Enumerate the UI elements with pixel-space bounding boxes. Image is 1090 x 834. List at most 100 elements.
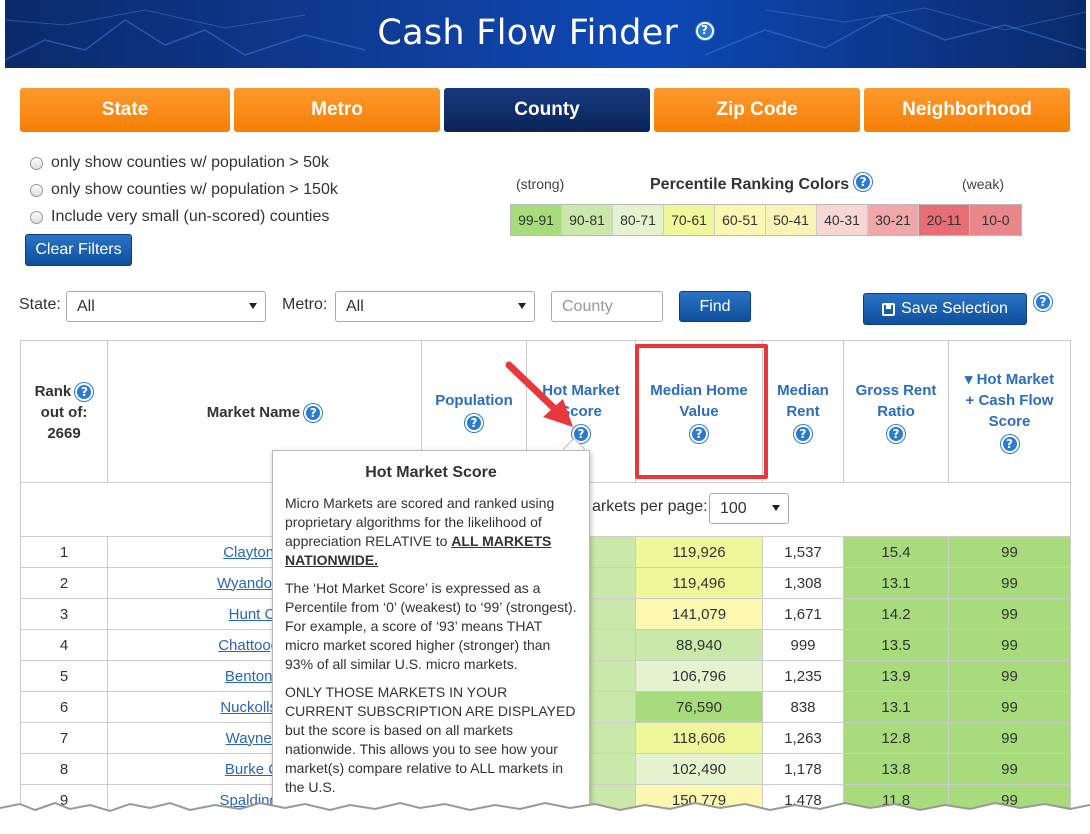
gross-rent-ratio-cell: 15.4 [843, 536, 949, 568]
clear-filters-button[interactable]: Clear Filters [25, 234, 132, 266]
header-label: Hot Market [542, 381, 620, 399]
per-page-value: 100 [720, 499, 747, 517]
popover-title: Hot Market Score [365, 464, 497, 481]
chevron-down-icon [518, 303, 526, 309]
per-page-label: arkets per page: [592, 498, 708, 515]
state-select-value: All [77, 297, 95, 315]
gross-rent-ratio-cell: 13.1 [843, 567, 949, 599]
col-gross-rent-ratio[interactable]: Gross Rent Ratio ? [843, 340, 949, 483]
col-median-home-value[interactable]: Median Home Value ? [635, 340, 763, 483]
legend-chip: 40-31 [817, 205, 868, 235]
header-label: Rank [34, 382, 72, 400]
header-label: ▾ Hot Market [964, 371, 1055, 388]
help-icon[interactable]: ? [690, 424, 708, 443]
county-search-input[interactable]: County [551, 291, 663, 322]
metro-select-value: All [346, 297, 364, 315]
cash-flow-score-cell: 99 [948, 722, 1071, 754]
legend-chip: 30-21 [868, 205, 919, 235]
cash-flow-score-cell: 99 [948, 598, 1071, 630]
header-label: Value [679, 402, 719, 420]
gross-rent-ratio-cell: 13.5 [843, 629, 949, 661]
legend-chip: 50-41 [766, 205, 817, 235]
floppy-disk-icon [882, 302, 896, 316]
popover-paragraph-2: The ‘Hot Market Score’ is expressed as a… [285, 580, 577, 672]
tab-metro[interactable]: Metro [234, 88, 440, 132]
chevron-down-icon [772, 505, 780, 511]
legend-title-text: Percentile Ranking Colors [650, 176, 850, 193]
help-icon[interactable]: ? [794, 424, 812, 443]
col-median-rent[interactable]: Median Rent ? [762, 340, 844, 483]
help-icon[interactable]: ? [854, 173, 873, 191]
per-page-select[interactable]: 100 [709, 493, 789, 524]
torn-edge-decoration [0, 801, 1090, 834]
col-hot-market-cash-flow-score[interactable]: ▾ Hot Market + Cash Flow Score ? [948, 340, 1071, 483]
chevron-down-icon [249, 303, 257, 309]
tab-state[interactable]: State [20, 88, 230, 132]
state-label: State: [19, 296, 61, 313]
header-background-graphic [5, 7, 1086, 61]
median-rent-cell: 999 [762, 629, 844, 661]
col-market-name[interactable]: Market Name ? [107, 340, 422, 483]
save-selection-button[interactable]: Save Selection [863, 293, 1027, 325]
filter-label: only show counties w/ population > 50k [51, 154, 329, 171]
metro-label: Metro: [282, 296, 328, 313]
tab-county[interactable]: County [444, 88, 650, 132]
cash-flow-score-cell: 99 [948, 660, 1071, 692]
help-icon[interactable]: ? [75, 382, 94, 401]
legend-chip: 60-51 [715, 205, 766, 235]
cash-flow-score-cell: 99 [948, 567, 1071, 599]
tab-neighborhood[interactable]: Neighborhood [864, 88, 1070, 132]
rank-cell: 2 [20, 567, 108, 599]
radio-button[interactable] [30, 183, 43, 197]
page-title: Cash Flow Finder ? [5, 13, 1086, 53]
highlight-box [635, 344, 768, 479]
percentile-color-legend: 99-91 90-81 80-71 70-61 60-51 50-41 40-31 30-21… [510, 204, 1022, 236]
find-button[interactable]: Find [679, 291, 751, 322]
filter-option-50k[interactable]: only show counties w/ population > 50k [30, 154, 329, 172]
median-home-value-cell: 118,606 [635, 722, 763, 754]
save-selection-label: Save Selection [901, 300, 1008, 317]
filter-label: Include very small (un-scored) counties [51, 208, 330, 225]
filter-option-150k[interactable]: only show counties w/ population > 150k [30, 181, 338, 199]
radio-button[interactable] [30, 210, 43, 224]
tab-zip-code[interactable]: Zip Code [654, 88, 860, 132]
gross-rent-ratio-cell: 13.9 [843, 660, 949, 692]
state-select[interactable]: All [66, 291, 266, 322]
median-rent-cell: 1,308 [762, 567, 844, 599]
gross-rent-ratio-cell: 13.8 [843, 753, 949, 785]
cash-flow-score-cell: 99 [948, 691, 1071, 723]
page-frame: Cash Flow Finder ? State Metro County Zi… [5, 0, 1086, 810]
header-label: Median Home [650, 381, 748, 399]
col-rank: Rank ? out of: 2669 [20, 340, 108, 483]
per-page-control: arkets per page: [592, 498, 708, 516]
header-label: Rent [786, 402, 820, 420]
gross-rent-ratio-cell: 14.2 [843, 598, 949, 630]
legend-weak-label: (weak) [962, 176, 1005, 192]
help-icon[interactable]: ? [887, 424, 905, 443]
median-home-value-cell: 102,490 [635, 753, 763, 785]
table-row[interactable]: 2 Wyandotte Co 119,496 1,308 13.1 99 [20, 567, 1071, 599]
filter-option-small[interactable]: Include very small (un-scored) counties [30, 208, 329, 226]
help-icon[interactable]: ? [1034, 293, 1052, 311]
help-icon[interactable]: ? [465, 414, 483, 432]
median-home-value-cell: 119,496 [635, 567, 763, 599]
popover-paragraph-1: Micro Markets are scored and ranked usin… [285, 494, 577, 570]
popover-text: Micro Markets are scored and ranked usin… [285, 495, 555, 549]
median-home-value-cell: 119,926 [635, 536, 763, 568]
rank-cell: 7 [20, 722, 108, 754]
radio-button[interactable] [30, 156, 43, 170]
legend-chip: 10-0 [970, 205, 1021, 235]
help-icon[interactable]: ? [1000, 435, 1019, 453]
rank-cell: 8 [20, 753, 108, 785]
help-icon[interactable]: ? [572, 424, 590, 443]
rank-cell: 4 [20, 629, 108, 661]
rank-cell: 5 [20, 660, 108, 692]
help-icon[interactable]: ? [695, 22, 714, 40]
metro-select[interactable]: All [335, 291, 535, 322]
header-label: Population [435, 392, 513, 409]
rank-cell: 6 [20, 691, 108, 723]
median-rent-cell: 1,537 [762, 536, 844, 568]
help-icon[interactable]: ? [304, 403, 323, 422]
market-level-tabs: State Metro County Zip Code Neighborhood [20, 88, 1074, 132]
header-label: + Cash Flow [965, 392, 1054, 409]
